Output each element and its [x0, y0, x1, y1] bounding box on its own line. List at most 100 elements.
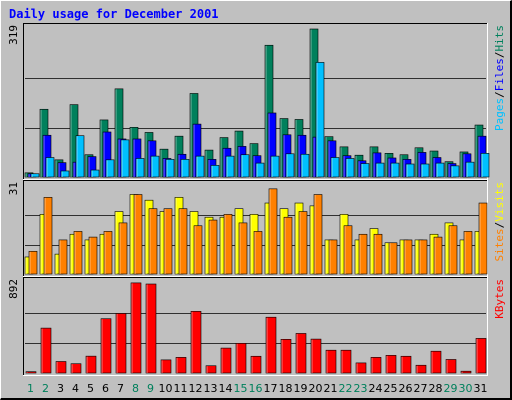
x-tick-day-6: 6 — [102, 382, 109, 395]
y-max-label-2: 31 — [7, 182, 20, 195]
bar-sites-day-16 — [253, 231, 263, 275]
y-max-label-3: 892 — [7, 279, 20, 299]
bar-pages-day-2 — [45, 157, 55, 178]
bar-kbytes-day-23 — [355, 362, 367, 374]
x-tick-day-23: 23 — [354, 382, 368, 395]
bar-kbytes-day-2 — [40, 327, 52, 374]
bar-sites-day-3 — [58, 239, 68, 275]
bar-pages-day-10 — [165, 159, 175, 178]
bar-kbytes-day-11 — [175, 357, 187, 374]
bar-pages-day-8 — [135, 158, 145, 178]
bar-kbytes-day-18 — [280, 339, 292, 374]
bar-pages-day-17 — [270, 155, 280, 178]
bar-pages-day-14 — [225, 155, 235, 178]
bar-pages-day-6 — [105, 159, 115, 178]
bar-sites-day-18 — [283, 216, 293, 275]
x-tick-day-8: 8 — [132, 382, 139, 395]
bar-sites-day-10 — [163, 208, 173, 275]
bar-sites-day-15 — [238, 222, 248, 275]
x-tick-day-25: 25 — [384, 382, 398, 395]
bar-sites-day-26 — [403, 239, 413, 275]
bar-kbytes-day-20 — [310, 338, 322, 374]
bar-pages-day-15 — [240, 154, 250, 178]
bar-sites-day-29 — [448, 225, 458, 275]
x-tick-day-1: 1 — [27, 382, 34, 395]
bar-kbytes-day-27 — [415, 364, 427, 374]
chart-title: Daily usage for December 2001 — [9, 7, 219, 21]
legend-2: Sites/Visits — [493, 182, 506, 262]
x-tick-day-28: 28 — [429, 382, 443, 395]
legend-label-visits: Visits — [493, 182, 506, 222]
x-tick-day-24: 24 — [369, 382, 383, 395]
bar-kbytes-day-22 — [340, 349, 352, 374]
x-tick-day-2: 2 — [42, 382, 49, 395]
bar-sites-day-2 — [43, 197, 53, 275]
x-tick-day-15: 15 — [234, 382, 248, 395]
x-tick-day-14: 14 — [219, 382, 233, 395]
bar-kbytes-day-8 — [130, 282, 142, 374]
bar-pages-day-24 — [375, 162, 385, 178]
bar-pages-day-11 — [180, 159, 190, 178]
bar-sites-day-7 — [118, 222, 128, 275]
bar-sites-day-1 — [28, 250, 38, 275]
y-max-label-1: 319 — [7, 25, 20, 45]
bar-pages-day-1 — [30, 173, 40, 178]
x-tick-day-11: 11 — [174, 382, 188, 395]
bar-pages-day-5 — [90, 169, 100, 178]
bar-sites-day-19 — [298, 211, 308, 275]
bar-kbytes-day-16 — [250, 355, 262, 374]
legend-separator: / — [493, 91, 506, 98]
bar-pages-day-12 — [195, 155, 205, 178]
bar-kbytes-day-31 — [475, 338, 487, 374]
bar-kbytes-day-19 — [295, 333, 307, 374]
bar-kbytes-day-1 — [25, 371, 37, 374]
legend-label-hits: Hits — [493, 25, 506, 52]
bar-pages-day-29 — [450, 165, 460, 178]
bar-kbytes-day-17 — [265, 316, 277, 374]
bar-kbytes-day-9 — [145, 283, 157, 374]
bar-sites-day-30 — [463, 231, 473, 275]
bar-kbytes-day-26 — [400, 355, 412, 374]
x-tick-day-17: 17 — [264, 382, 278, 395]
bar-kbytes-day-3 — [55, 361, 67, 374]
bar-kbytes-day-13 — [205, 365, 217, 374]
x-tick-day-12: 12 — [189, 382, 203, 395]
x-tick-day-4: 4 — [72, 382, 79, 395]
bar-kbytes-day-10 — [160, 359, 172, 374]
bar-kbytes-day-6 — [100, 318, 112, 374]
x-tick-day-30: 30 — [459, 382, 473, 395]
bar-pages-day-3 — [60, 170, 70, 178]
bar-sites-day-8 — [133, 194, 143, 275]
x-tick-day-3: 3 — [57, 382, 64, 395]
bar-pages-day-7 — [120, 139, 130, 178]
bar-sites-day-11 — [178, 208, 188, 275]
x-tick-day-29: 29 — [444, 382, 458, 395]
legend-3: KBytes — [493, 279, 506, 319]
x-tick-day-19: 19 — [294, 382, 308, 395]
bar-pages-day-30 — [465, 161, 475, 178]
bar-pages-day-26 — [405, 163, 415, 178]
legend-label-kbytes: KBytes — [493, 279, 506, 319]
bar-pages-day-25 — [390, 162, 400, 178]
bar-kbytes-day-12 — [190, 311, 202, 374]
legend-separator: / — [493, 52, 506, 59]
bar-pages-day-23 — [360, 163, 370, 178]
bar-pages-day-9 — [150, 155, 160, 178]
x-tick-day-10: 10 — [159, 382, 173, 395]
legend-label-files: Files — [493, 58, 506, 91]
bar-pages-day-16 — [255, 162, 265, 178]
bar-kbytes-day-29 — [445, 359, 457, 374]
bar-sites-day-14 — [223, 214, 233, 275]
bar-sites-day-4 — [73, 231, 83, 275]
x-tick-day-31: 31 — [474, 382, 488, 395]
x-tick-day-26: 26 — [399, 382, 413, 395]
bar-sites-day-12 — [193, 225, 203, 275]
bar-pages-day-13 — [210, 165, 220, 178]
x-tick-day-13: 13 — [204, 382, 218, 395]
x-tick-day-21: 21 — [324, 382, 338, 395]
bar-kbytes-day-4 — [70, 363, 82, 374]
bar-kbytes-day-28 — [430, 350, 442, 374]
bar-pages-day-27 — [420, 163, 430, 178]
bar-kbytes-day-21 — [325, 349, 337, 374]
